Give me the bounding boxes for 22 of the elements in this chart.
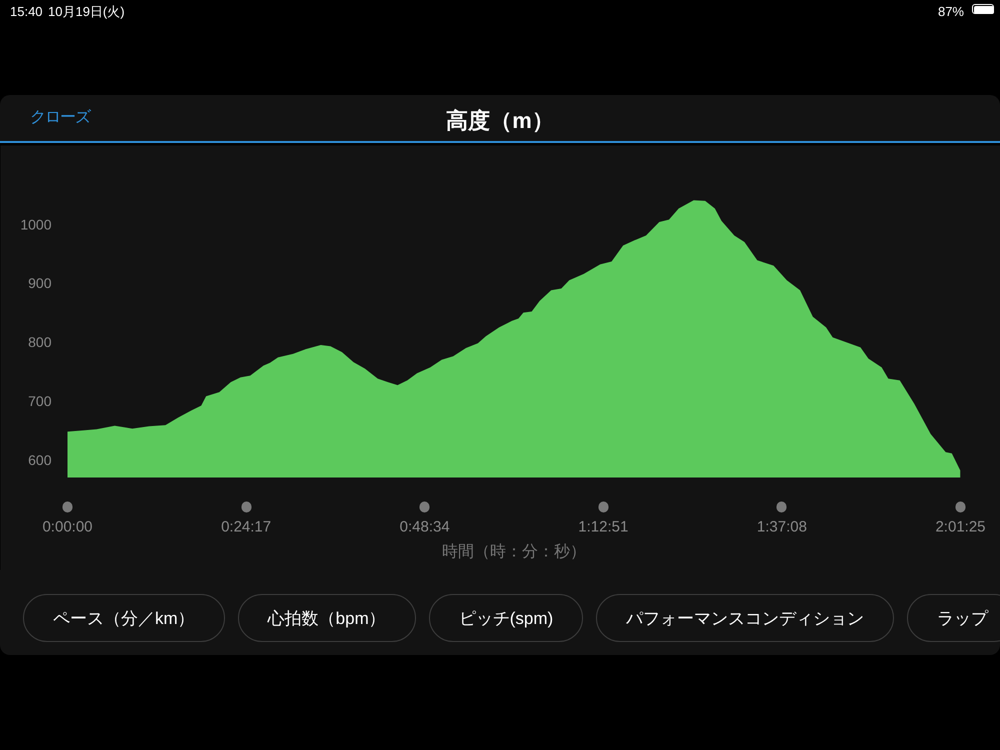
text: 10月19日(火) [48, 3, 125, 21]
text: ペース（分／km） [23, 594, 225, 642]
text: 15:40 [10, 3, 43, 21]
chart-title: 高度（m） [446, 108, 554, 133]
text: パフォーマンスコンディション [596, 594, 894, 642]
x-tick-label: 0:48:34 [400, 518, 450, 536]
y-tick-label: 900 [28, 275, 52, 292]
x-tick-label: 1:12:51 [578, 518, 628, 536]
x-tick-label: 0:24:17 [221, 518, 272, 536]
x-tick-label: 1:37:08 [756, 518, 807, 536]
text: 87% [938, 3, 964, 21]
x-axis-title: 時間（時：分：秒） [442, 542, 586, 560]
y-tick-label: 800 [28, 334, 52, 350]
text: ラップ [907, 594, 1000, 642]
y-tick-label: 700 [28, 392, 52, 409]
x-tick-label: 2:01:25 [935, 518, 986, 536]
text: 心拍数（bpm） [238, 594, 416, 642]
text: ピッチ(spm) [428, 594, 584, 642]
x-tick-label: 0:00:00 [42, 518, 93, 536]
text: クローズ [30, 108, 90, 128]
y-tick-label: 1000 [20, 216, 52, 232]
y-tick-label: 600 [28, 452, 52, 468]
